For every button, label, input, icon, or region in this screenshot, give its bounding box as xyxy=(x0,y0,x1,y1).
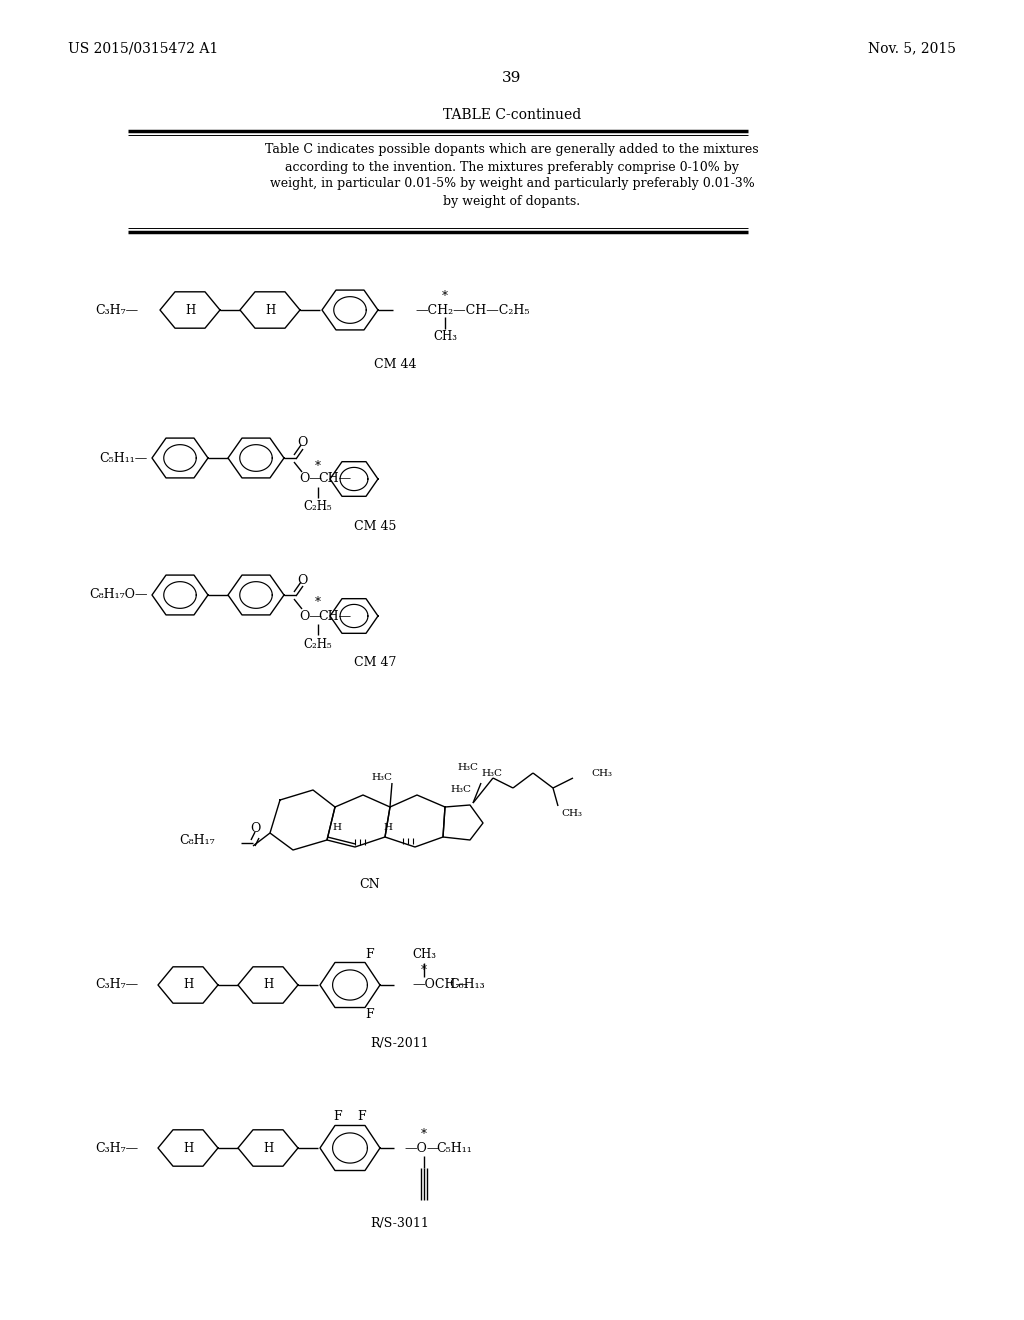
Polygon shape xyxy=(319,1126,380,1171)
Text: CH₃: CH₃ xyxy=(433,330,457,343)
Polygon shape xyxy=(152,438,208,478)
Text: F: F xyxy=(357,1110,367,1122)
Text: O—: O— xyxy=(299,610,322,623)
Text: F: F xyxy=(366,949,375,961)
Text: O: O xyxy=(297,573,307,586)
Polygon shape xyxy=(152,576,208,615)
Text: CM 44: CM 44 xyxy=(374,359,416,371)
Polygon shape xyxy=(238,966,298,1003)
Text: CH₃: CH₃ xyxy=(561,809,582,818)
Text: F: F xyxy=(334,1110,342,1122)
Polygon shape xyxy=(322,290,378,330)
Text: H₃C: H₃C xyxy=(450,784,471,793)
Text: C₆H₁₃: C₆H₁₃ xyxy=(449,978,484,991)
Text: CH₃: CH₃ xyxy=(591,768,612,777)
Text: H: H xyxy=(263,978,273,991)
Text: C₃H₇—: C₃H₇— xyxy=(95,978,138,991)
Polygon shape xyxy=(228,576,284,615)
Text: H: H xyxy=(265,304,275,317)
Text: C₅H₁₁: C₅H₁₁ xyxy=(436,1142,472,1155)
Text: weight, in particular 0.01-5% by weight and particularly preferably 0.01-3%: weight, in particular 0.01-5% by weight … xyxy=(269,177,755,190)
Text: H₃C: H₃C xyxy=(457,763,478,772)
Text: CH₃: CH₃ xyxy=(412,949,436,961)
Text: —O—: —O— xyxy=(404,1142,439,1155)
Text: *: * xyxy=(421,1129,427,1142)
Text: Table C indicates possible dopants which are generally added to the mixtures: Table C indicates possible dopants which… xyxy=(265,144,759,157)
Polygon shape xyxy=(238,1130,298,1166)
Text: CH—: CH— xyxy=(318,473,351,486)
Text: —OCH—: —OCH— xyxy=(412,978,468,991)
Text: CH—: CH— xyxy=(318,610,351,623)
Text: C₅H₁₁—: C₅H₁₁— xyxy=(99,451,148,465)
Text: H: H xyxy=(333,822,341,832)
Text: C₂H₅: C₂H₅ xyxy=(304,638,333,651)
Text: H₃C: H₃C xyxy=(481,768,502,777)
Text: C₈H₁₇: C₈H₁₇ xyxy=(179,834,215,847)
Text: TABLE C-continued: TABLE C-continued xyxy=(442,108,582,121)
Text: C₈H₁₇O—: C₈H₁₇O— xyxy=(89,589,148,602)
Polygon shape xyxy=(270,789,335,850)
Polygon shape xyxy=(228,438,284,478)
Polygon shape xyxy=(443,805,483,840)
Text: CM 45: CM 45 xyxy=(354,520,396,532)
Text: F: F xyxy=(366,1008,375,1022)
Text: C₃H₇—: C₃H₇— xyxy=(95,1142,138,1155)
Polygon shape xyxy=(385,795,445,847)
Polygon shape xyxy=(330,599,378,634)
Text: *: * xyxy=(421,965,427,978)
Text: H: H xyxy=(185,304,196,317)
Text: *: * xyxy=(442,290,449,304)
Polygon shape xyxy=(327,795,390,847)
Text: by weight of dopants.: by weight of dopants. xyxy=(443,194,581,207)
Text: C₂H₅: C₂H₅ xyxy=(304,500,333,513)
Text: H: H xyxy=(183,978,194,991)
Text: *: * xyxy=(315,459,321,473)
Polygon shape xyxy=(158,1130,218,1166)
Text: CN: CN xyxy=(359,879,380,891)
Text: according to the invention. The mixtures preferably comprise 0-10% by: according to the invention. The mixtures… xyxy=(285,161,739,173)
Text: H: H xyxy=(263,1142,273,1155)
Polygon shape xyxy=(160,292,220,329)
Text: H: H xyxy=(384,824,392,833)
Text: C₃H₇—: C₃H₇— xyxy=(95,304,138,317)
Text: O: O xyxy=(250,822,260,836)
Text: H: H xyxy=(183,1142,194,1155)
Text: R/S-3011: R/S-3011 xyxy=(371,1217,429,1229)
Text: O—: O— xyxy=(299,473,322,486)
Polygon shape xyxy=(330,462,378,496)
Text: 39: 39 xyxy=(503,71,521,84)
Text: —CH₂—CH—C₂H₅: —CH₂—CH—C₂H₅ xyxy=(415,304,529,317)
Text: *: * xyxy=(315,597,321,610)
Text: H₃C: H₃C xyxy=(371,772,392,781)
Text: Nov. 5, 2015: Nov. 5, 2015 xyxy=(868,41,956,55)
Polygon shape xyxy=(240,292,300,329)
Text: US 2015/0315472 A1: US 2015/0315472 A1 xyxy=(68,41,218,55)
Text: CM 47: CM 47 xyxy=(354,656,396,669)
Polygon shape xyxy=(158,966,218,1003)
Text: R/S-2011: R/S-2011 xyxy=(371,1036,429,1049)
Polygon shape xyxy=(319,962,380,1007)
Text: O: O xyxy=(297,437,307,450)
